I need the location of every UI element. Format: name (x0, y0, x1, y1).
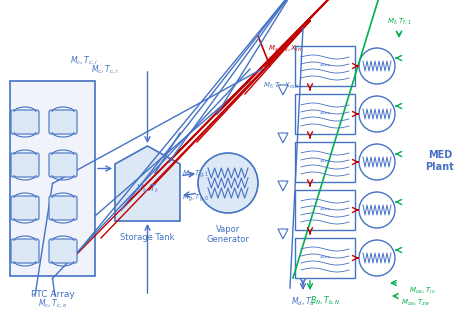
Bar (10, 81, 95, 276)
Text: $M_c, T_{c,o}$: $M_c, T_{c,o}$ (38, 298, 67, 310)
Text: $M_f, T_{f,1}$: $M_f, T_{f,1}$ (387, 16, 411, 26)
Text: $M_g, T_{g,1}$: $M_g, T_{g,1}$ (182, 168, 210, 180)
Text: ****: **** (319, 208, 330, 213)
Circle shape (359, 144, 395, 180)
Text: $B_N, T_{b,N}$: $B_N, T_{b,N}$ (310, 295, 340, 307)
Polygon shape (278, 85, 288, 95)
Text: PTC Array: PTC Array (31, 290, 74, 299)
Text: $V_t, T_t$: $V_t, T_t$ (136, 182, 159, 195)
FancyBboxPatch shape (11, 153, 39, 177)
FancyBboxPatch shape (49, 239, 77, 263)
Text: $M_{cw}, T_{iv}$: $M_{cw}, T_{iv}$ (409, 286, 436, 296)
Polygon shape (278, 133, 288, 143)
Circle shape (359, 96, 395, 132)
Text: ****: **** (319, 112, 330, 117)
FancyBboxPatch shape (49, 110, 77, 134)
Text: ****: **** (319, 64, 330, 69)
Circle shape (359, 192, 395, 228)
Bar (295, 190, 355, 230)
Text: $M_{cw}, T_{zw}$: $M_{cw}, T_{zw}$ (401, 298, 430, 308)
FancyBboxPatch shape (49, 153, 77, 177)
FancyBboxPatch shape (11, 239, 39, 263)
Text: $M_d, T_d$: $M_d, T_d$ (291, 295, 315, 307)
Bar (295, 142, 355, 182)
Text: MED
Plant: MED Plant (426, 150, 455, 172)
Text: ****: **** (319, 256, 330, 260)
Text: Vapor
Generator: Vapor Generator (207, 225, 249, 244)
Text: $M_c, T_{c,i}$: $M_c, T_{c,i}$ (70, 55, 98, 67)
Polygon shape (278, 181, 288, 191)
Circle shape (359, 48, 395, 84)
Polygon shape (115, 146, 180, 221)
Text: Storage Tank: Storage Tank (120, 233, 175, 242)
Bar (295, 238, 355, 278)
Polygon shape (278, 229, 288, 239)
Circle shape (359, 240, 395, 276)
Bar (295, 46, 355, 86)
Text: $M_g, T_{g,0}$: $M_g, T_{g,0}$ (182, 192, 210, 204)
FancyBboxPatch shape (11, 196, 39, 220)
Text: $M_c, T_{c,i}$: $M_c, T_{c,i}$ (91, 64, 118, 76)
FancyBboxPatch shape (49, 196, 77, 220)
Circle shape (198, 153, 258, 213)
Bar (295, 94, 355, 134)
FancyBboxPatch shape (11, 110, 39, 134)
Text: $M_f, T_f, X_{out}$: $M_f, T_f, X_{out}$ (263, 81, 299, 91)
Text: ****: **** (319, 160, 330, 165)
Text: $M_s, T_s, X_{in}$: $M_s, T_s, X_{in}$ (268, 44, 302, 54)
